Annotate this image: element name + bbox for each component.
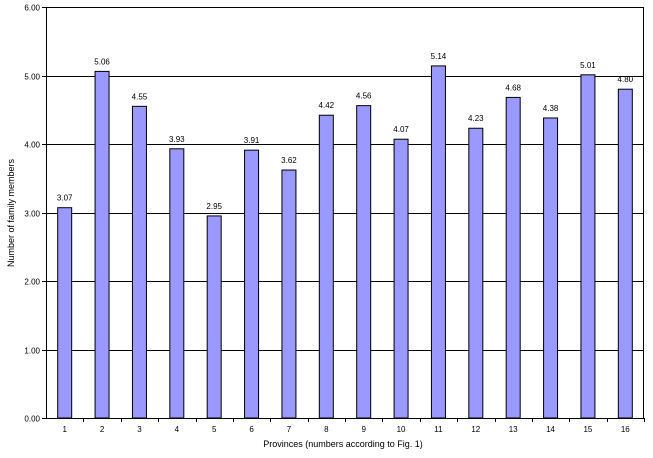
value-label-4: 3.93: [169, 135, 185, 144]
y-tick-label-0: 0.00: [24, 415, 40, 424]
value-labels: 3.07 5.06 4.55 3.93 2.95 3.91 3.62 4.42 4.56 4.07…: [57, 52, 634, 211]
value-label-11: 5.14: [431, 52, 447, 61]
x-tick-label-10: 10: [397, 425, 406, 434]
y-tick-label-6: 6.00: [24, 4, 40, 13]
y-tick-labels: 0.00 1.00 2.00 3.00 4.00 5.00 6.00: [24, 4, 40, 424]
y-tick-label-5: 5.00: [24, 73, 40, 82]
value-label-14: 4.38: [543, 104, 559, 113]
bar-province-8: [318, 114, 334, 419]
y-tick-label-1: 1.00: [24, 347, 40, 356]
value-label-15: 5.01: [580, 61, 596, 70]
x-tick-label-6: 6: [249, 425, 254, 434]
x-tick-label-4: 4: [175, 425, 180, 434]
y-tick-label-4: 4.00: [24, 141, 40, 150]
x-tick-label-16: 16: [621, 425, 630, 434]
bar-province-12: [468, 127, 484, 419]
x-tick-label-11: 11: [434, 425, 443, 434]
value-label-6: 3.91: [244, 136, 260, 145]
value-label-7: 3.62: [281, 156, 297, 165]
y-tick-label-3: 3.00: [24, 210, 40, 219]
bar-province-5: [206, 215, 222, 419]
value-label-1: 3.07: [57, 194, 73, 203]
x-tick-label-5: 5: [212, 425, 217, 434]
x-tick-label-9: 9: [361, 425, 366, 434]
bar-province-15: [580, 74, 596, 419]
value-label-9: 4.56: [356, 92, 372, 101]
x-tick-label-15: 15: [583, 425, 592, 434]
bar-province-1: [57, 207, 73, 419]
value-label-12: 4.23: [468, 114, 484, 123]
value-label-3: 4.55: [132, 92, 148, 101]
y-tick-label-2: 2.00: [24, 278, 40, 287]
y-axis-label: Number of family members: [6, 158, 16, 267]
x-tick-label-13: 13: [509, 425, 518, 434]
bar-province-4: [169, 148, 185, 419]
value-label-13: 4.68: [505, 83, 521, 92]
bar-province-7: [281, 169, 297, 419]
x-tick-label-7: 7: [287, 425, 292, 434]
value-label-16: 4.80: [618, 75, 634, 84]
x-tick-label-14: 14: [546, 425, 555, 434]
bar-province-16: [617, 88, 633, 419]
value-label-2: 5.06: [94, 57, 110, 66]
x-tick-label-3: 3: [137, 425, 142, 434]
bar-province-11: [430, 65, 446, 419]
bar-province-2: [94, 70, 110, 419]
bar-province-6: [244, 149, 260, 419]
x-tick-label-8: 8: [324, 425, 329, 434]
x-tick-labels: 1 2 3 4 5 6 7 8 9 10 11 12 13 14 15 16: [62, 425, 630, 434]
bar-province-9: [356, 105, 372, 419]
x-tick-label-12: 12: [471, 425, 480, 434]
bar-province-14: [543, 117, 559, 419]
x-axis-label: Provinces (numbers according to Fig. 1): [263, 439, 423, 449]
value-label-10: 4.07: [393, 125, 409, 134]
bar-province-10: [393, 138, 409, 419]
x-tick-label-2: 2: [100, 425, 105, 434]
bar-province-13: [505, 96, 521, 419]
value-label-8: 4.42: [319, 101, 335, 110]
bars: [57, 65, 633, 419]
axes: [42, 7, 645, 422]
x-tick-label-1: 1: [62, 425, 67, 434]
value-label-5: 2.95: [206, 202, 222, 211]
bar-province-3: [131, 105, 147, 419]
